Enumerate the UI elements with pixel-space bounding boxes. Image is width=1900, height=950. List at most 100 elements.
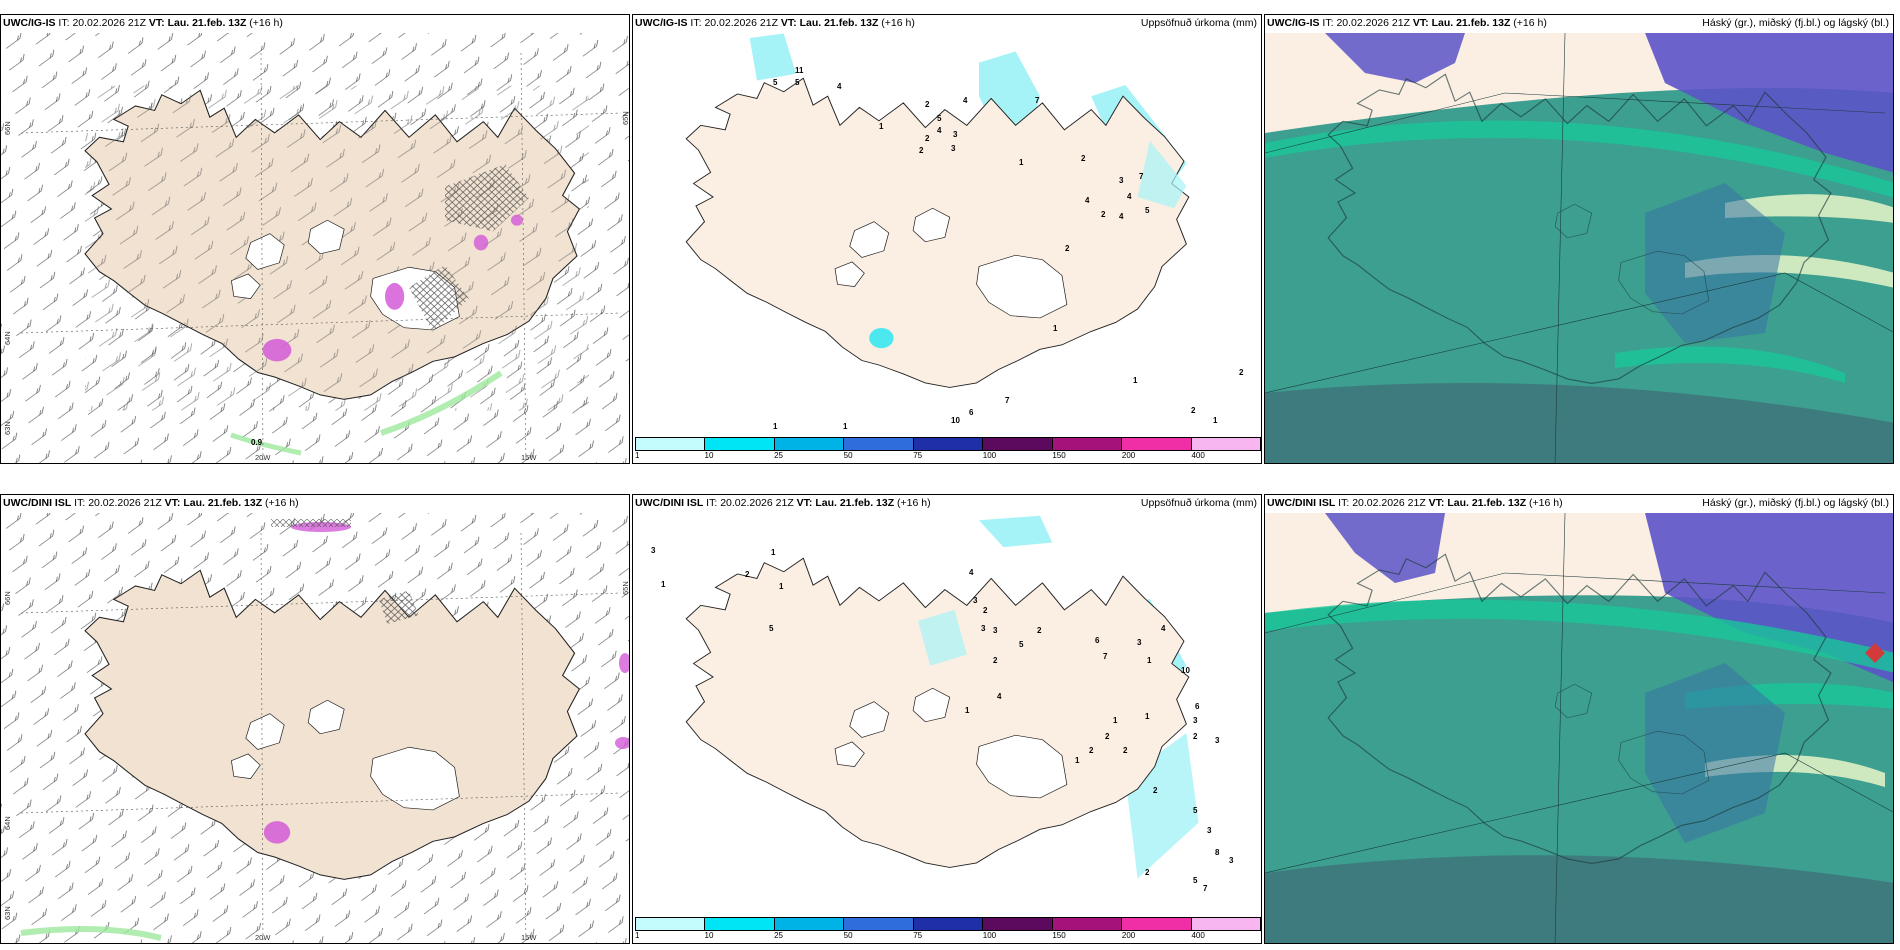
wind-map: 0.9 (1, 33, 629, 463)
lat-label: 66N (3, 121, 12, 135)
panel-bottom-clouds: UWC/DINI ISL IT: 20.02.2026 21Z VT: Lau.… (1264, 494, 1894, 944)
colorbar-swatch (1122, 438, 1192, 450)
precip-value-label: 7 (1005, 396, 1010, 405)
colorbar-tick: 1 (635, 931, 640, 940)
precip-value-label: 2 (993, 656, 998, 665)
lon-label: 20W (255, 453, 271, 462)
iceland-landmass (84, 85, 589, 411)
colorbar-tick: 75 (913, 931, 923, 940)
precip-value-label: 7 (1139, 172, 1144, 181)
colorbar-tick: 200 (1121, 451, 1136, 460)
iceland-landmass (685, 33, 1190, 389)
colorbar: 1 10 25 50 75 100 150 200 400 (635, 917, 1261, 941)
precip-value-label: 4 (997, 692, 1002, 701)
precip-value-label: 2 (1065, 244, 1070, 253)
precip-value-label: 1 (661, 580, 666, 589)
colorbar-swatch (983, 918, 1053, 930)
colorbar-tick: 150 (1052, 931, 1066, 940)
precip-value-label: 3 (973, 596, 978, 605)
precip-value-label: 5 (795, 78, 800, 87)
precip-value-label: 4 (1085, 196, 1090, 205)
precip-value-label: 3 (1193, 716, 1198, 725)
precip-value-label: 4 (837, 82, 842, 91)
lat-label: 64N (3, 816, 12, 830)
precip-value-label: 1 (879, 122, 884, 131)
colorbar-tick: 200 (1121, 931, 1136, 940)
colorbar-swatch (705, 918, 775, 930)
panel-title: UWC/DINI ISL IT: 20.02.2026 21Z VT: Lau.… (3, 497, 299, 509)
precip-value-label: 8 (1215, 848, 1220, 857)
precip-value-label: 1 (1147, 656, 1152, 665)
colorbar-swatch (913, 438, 984, 450)
precip-value-label: 2 (1239, 368, 1244, 377)
panel-variable-title: Uppsöfnuð úrkoma (mm) (1140, 17, 1257, 29)
precip-value-label: 5 (773, 78, 778, 87)
panel-top-clouds: UWC/IG-IS IT: 20.02.2026 21Z VT: Lau. 21… (1264, 14, 1894, 464)
colorbar-swatch (1052, 438, 1123, 450)
colorbar-tick: 1 (635, 451, 640, 460)
precip-value-label: 1 (1145, 712, 1150, 721)
precip-map: 1155425432471231234754422176102211112 (685, 33, 1244, 431)
panel-title: UWC/IG-IS IT: 20.02.2026 21Z VT: Lau. 21… (635, 17, 915, 29)
precip-value-label: 3 (1207, 826, 1212, 835)
lat-label: 65N (621, 581, 630, 595)
precip-value-label: 2 (1101, 210, 1106, 219)
precip-value-label: 2 (983, 606, 988, 615)
purple-cell (262, 338, 292, 362)
colorbar-swatch (774, 918, 845, 930)
colorbar-tick: 150 (1052, 451, 1066, 460)
precip-value-label: 2 (925, 100, 930, 109)
colorbar-swatch (1122, 918, 1192, 930)
precip-value-label: 3 (1137, 638, 1142, 647)
precip-value-label: 1 (965, 706, 970, 715)
precip-value-label: 5 (769, 624, 774, 633)
colorbar-swatch (705, 438, 775, 450)
lat-label: 63N (3, 421, 12, 435)
colorbar-tick: 75 (913, 451, 923, 460)
precip-value-label: 7 (1203, 884, 1208, 893)
colorbar-swatch (636, 438, 706, 450)
colorbar-swatch (636, 918, 706, 930)
colorbar-tick: 400 (1191, 931, 1205, 940)
precip-value-label: 11 (795, 66, 804, 75)
precip-value-label: 2 (1089, 746, 1094, 755)
panel-title: UWC/IG-IS IT: 20.02.2026 21Z VT: Lau. 21… (1267, 17, 1547, 29)
wind-map (1, 513, 629, 943)
precip-value-label: 2 (1193, 732, 1198, 741)
colorbar-swatch (983, 438, 1053, 450)
precip-value-label: 2 (1123, 746, 1128, 755)
colorbar-tick: 50 (843, 931, 853, 940)
precip-value-label: 1 (1133, 376, 1138, 385)
colorbar-swatch (844, 918, 914, 930)
precip-values: 1155425432471231234754422176102211112 (773, 66, 1244, 431)
precip-value-label: 2 (1153, 786, 1158, 795)
colorbar-swatch (774, 438, 845, 450)
colorbar-tick: 25 (774, 931, 784, 940)
colorbar-tick: 10 (704, 931, 714, 940)
precip-value-label: 2 (745, 570, 750, 579)
precip-value-label: 3 (981, 624, 986, 633)
precip-value-label: 4 (1161, 624, 1166, 633)
colorbar-tick: 50 (843, 451, 853, 460)
lat-label: 65N (621, 111, 630, 125)
precip-value-label: 1 (773, 422, 778, 431)
precip-value-label: 5 (1193, 876, 1198, 885)
precip-value-label: 10 (951, 416, 960, 425)
precip-value-label: 6 (969, 408, 974, 417)
precip-value-label: 7 (1035, 96, 1040, 105)
iceland-landmass (685, 515, 1199, 879)
colorbar-swatch (844, 438, 914, 450)
panel-variable-title: Háský (gr.), miðský (fj.bl.) og lágský (… (1702, 17, 1889, 29)
precip-value-label: 5 (1019, 640, 1024, 649)
precip-value-label: 1 (1113, 716, 1118, 725)
precip-value-label: 6 (1195, 702, 1200, 711)
precip-value-label: 1 (779, 582, 784, 591)
panel-top-precip: UWC/IG-IS IT: 20.02.2026 21Z VT: Lau. 21… (632, 14, 1262, 464)
colorbar-tick: 25 (774, 451, 784, 460)
precip-value-label: 1 (1053, 324, 1058, 333)
precip-value-label: 1 (771, 548, 776, 557)
precip-value-label: 3 (993, 626, 998, 635)
colorbar-tick: 100 (982, 931, 997, 940)
precip-value-label: 3 (953, 130, 958, 139)
precip-value-label: 3 (1215, 736, 1220, 745)
